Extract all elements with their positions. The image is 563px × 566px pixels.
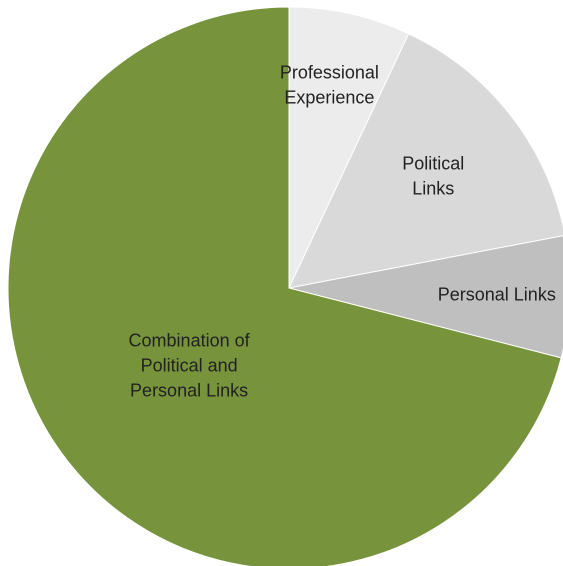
pie-slice-label-line: Combination of: [129, 331, 251, 351]
pie-slice-label-3: Personal Links: [438, 285, 556, 305]
pie-slice-label-line: Professional: [280, 63, 379, 83]
pie-slice-label-line: Political and: [141, 356, 238, 376]
pie-slice-4: [7, 6, 562, 566]
pie-slice-label-line: Experience: [284, 88, 374, 108]
pie-slice-label-line: Personal Links: [438, 285, 556, 305]
pie-slice-2: [288, 33, 563, 289]
pie-slice-1: [288, 6, 410, 289]
pie-slice-label-line: Links: [412, 179, 454, 199]
pie-slices: [7, 6, 563, 566]
pie-slice-label-1: Professional Experience: [280, 63, 379, 108]
pie-slice-3: [288, 235, 563, 359]
pie-slice-label-line: Personal Links: [130, 381, 248, 401]
pie-slice-label-4: Combination of Political and Personal Link…: [129, 331, 251, 401]
pie-slice-label-line: Political: [402, 154, 464, 174]
pie-slice-label-2: Political Links: [402, 154, 464, 199]
pie-labels: Professional Experience Political Links Pers…: [129, 63, 556, 401]
